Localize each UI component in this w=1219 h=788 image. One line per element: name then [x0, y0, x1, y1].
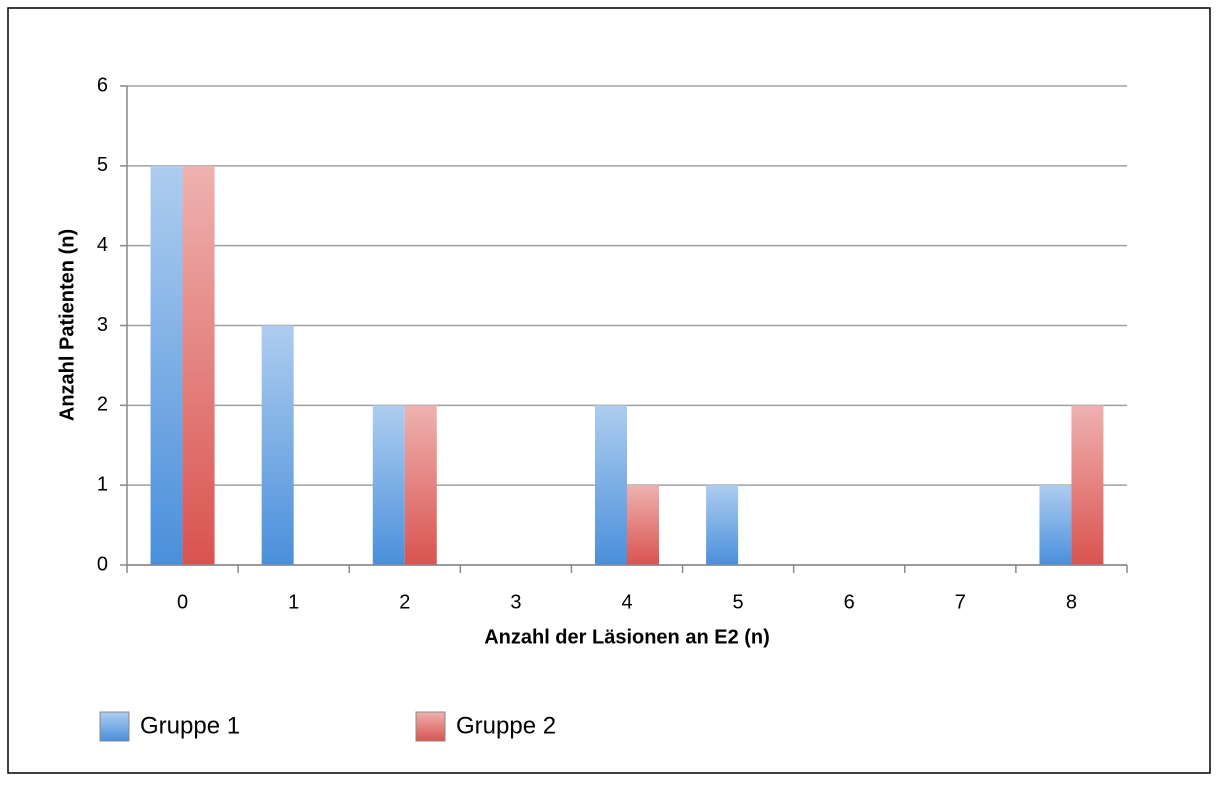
y-tick-label: 0 — [97, 553, 108, 575]
bar — [150, 165, 183, 566]
legend-swatch — [99, 711, 130, 742]
bar — [1039, 485, 1072, 565]
bar — [595, 405, 627, 565]
x-tick-label: 3 — [510, 591, 521, 613]
y-tick-label: 1 — [97, 473, 108, 495]
x-tick-label: 7 — [955, 591, 966, 613]
bar — [372, 405, 405, 565]
y-tick-label: 5 — [97, 154, 108, 176]
bar — [1071, 405, 1104, 565]
y-axis-title: Anzahl Patienten (n) — [56, 229, 78, 421]
x-tick-label: 6 — [844, 591, 855, 613]
legend-label: Gruppe 2 — [456, 712, 556, 739]
x-tick-label: 2 — [399, 591, 410, 613]
x-tick-label: 0 — [177, 591, 188, 613]
legend-swatch — [415, 711, 446, 742]
y-tick-label: 2 — [97, 394, 108, 416]
x-tick-label: 8 — [1066, 591, 1077, 613]
bar — [182, 165, 215, 566]
y-tick-label: 6 — [97, 74, 108, 96]
x-tick-label: 1 — [288, 591, 299, 613]
legend-label: Gruppe 1 — [140, 712, 240, 739]
x-tick-label: 4 — [621, 591, 632, 613]
bar — [627, 485, 659, 565]
bar — [404, 405, 437, 565]
x-axis-title: Anzahl der Läsionen an E2 (n) — [484, 626, 770, 648]
x-tick-label: 5 — [733, 591, 744, 613]
y-tick-label: 3 — [97, 314, 108, 336]
y-tick-label: 4 — [97, 234, 108, 256]
bar — [261, 325, 294, 565]
bar — [706, 485, 739, 565]
